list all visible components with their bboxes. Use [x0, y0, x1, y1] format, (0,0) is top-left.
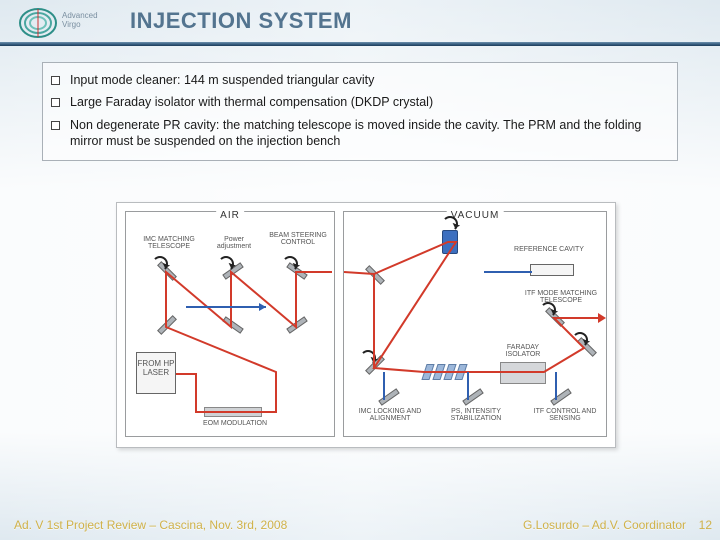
- bullet-square-icon: [51, 76, 60, 85]
- panel-vacuum: VACUUM REFERENCE CAVITY ITF MODE MATCHIN…: [343, 211, 607, 437]
- footer: Ad. V 1st Project Review – Cascina, Nov.…: [0, 514, 720, 532]
- beam-paths-air: [126, 212, 336, 438]
- bullet-square-icon: [51, 98, 60, 107]
- footer-right: G.Losurdo – Ad.V. Coordinator: [523, 518, 686, 532]
- beam-paths-vacuum: [344, 212, 608, 438]
- bullet-item: Large Faraday isolator with thermal comp…: [51, 91, 667, 113]
- bullet-text: Large Faraday isolator with thermal comp…: [70, 94, 433, 110]
- logo-text-bottom: Virgo: [62, 21, 98, 30]
- optical-diagram: AIR FROM HP LASER EOM MODULATION IMC MAT…: [116, 202, 616, 448]
- bullet-text: Input mode cleaner: 144 m suspended tria…: [70, 72, 374, 88]
- virgo-logo-icon: [18, 6, 60, 40]
- bullet-text: Non degenerate PR cavity: the matching t…: [70, 117, 667, 150]
- bullet-item: Non degenerate PR cavity: the matching t…: [51, 114, 667, 153]
- slide-title: INJECTION SYSTEM: [130, 8, 352, 34]
- footer-left: Ad. V 1st Project Review – Cascina, Nov.…: [14, 518, 287, 532]
- panel-air: AIR FROM HP LASER EOM MODULATION IMC MAT…: [125, 211, 335, 437]
- title-underline: [0, 42, 720, 46]
- bullet-item: Input mode cleaner: 144 m suspended tria…: [51, 69, 667, 91]
- title-bar: Advanced Virgo INJECTION SYSTEM: [0, 4, 720, 44]
- logo-text: Advanced Virgo: [62, 12, 98, 30]
- bullet-square-icon: [51, 121, 60, 130]
- footer-page-number: 12: [699, 518, 712, 532]
- bullet-box: Input mode cleaner: 144 m suspended tria…: [42, 62, 678, 161]
